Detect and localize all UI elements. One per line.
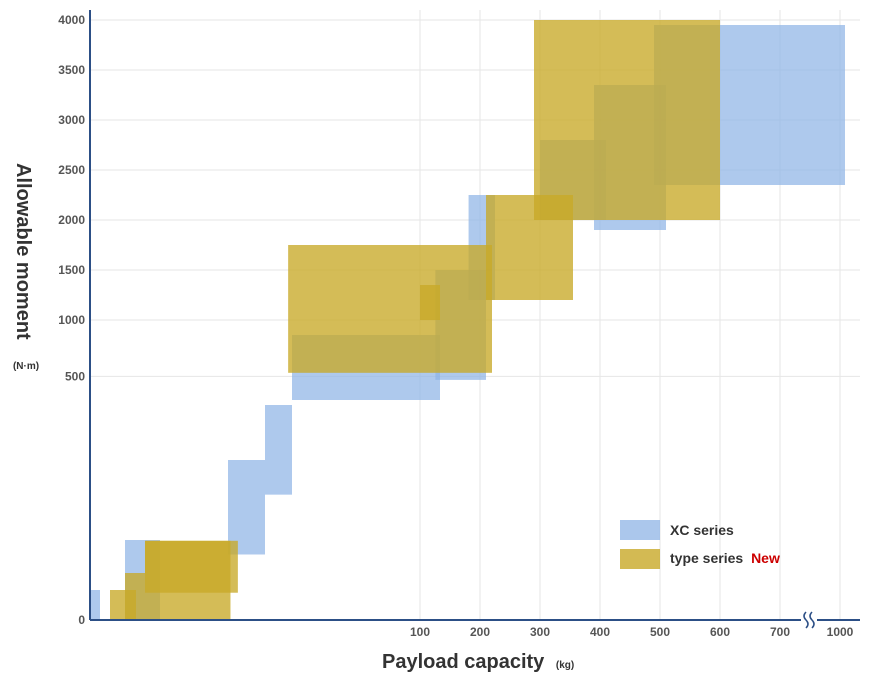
legend-swatch-xc: [620, 520, 660, 540]
y-tick-label: 4000: [58, 13, 85, 27]
y-tick-label: 3500: [58, 63, 85, 77]
x-tick-label: 600: [710, 625, 730, 639]
x-tick-label: 1000: [827, 625, 854, 639]
y-tick-label: 2000: [58, 213, 85, 227]
xc-series-area: [90, 590, 100, 620]
x-tick-label: 200: [470, 625, 490, 639]
y-axis-label: Allowable moment: [12, 163, 34, 340]
xc-series-area: [228, 460, 265, 555]
type-series-area: [145, 540, 238, 593]
legend-label-xc: XC series: [670, 522, 734, 538]
tick-labels: 0 500 1000 1500 2000 2500 3000 3500 4000 100 200 30…: [58, 13, 853, 639]
legend: XC series type series New: [620, 520, 780, 569]
legend-label-type-name: type series: [670, 550, 743, 566]
xc-series-area: [265, 405, 292, 495]
legend-swatch-type: [620, 549, 660, 569]
legend-label-type: type series New: [670, 550, 780, 566]
x-tick-label: 500: [650, 625, 670, 639]
type-series-area: [420, 285, 440, 320]
type-series-area: [534, 20, 720, 220]
y-tick-label: 1000: [58, 313, 85, 327]
y-tick-label: 0: [78, 613, 85, 627]
axes: [89, 10, 860, 629]
x-axis-label: Payload capacity: [382, 651, 545, 673]
type-series-area: [288, 245, 492, 373]
axis-break-mask: [801, 611, 817, 629]
y-axis-unit: (N·m): [13, 361, 39, 372]
axis-break-mark: [809, 611, 815, 629]
x-tick-label: 300: [530, 625, 550, 639]
y-tick-label: 2500: [58, 163, 85, 177]
x-tick-label: 700: [770, 625, 790, 639]
axis-break-mark: [803, 611, 809, 629]
type-series-area: [125, 573, 145, 620]
x-tick-label: 100: [410, 625, 430, 639]
y-tick-label: 500: [65, 369, 85, 383]
legend-new-badge: New: [751, 550, 780, 566]
y-tick-label: 1500: [58, 263, 85, 277]
y-tick-label: 3000: [58, 113, 85, 127]
x-tick-label: 400: [590, 625, 610, 639]
x-axis-title: Payload capacity (kg): [382, 651, 574, 673]
x-axis-unit: (kg): [556, 660, 574, 671]
series-areas: [90, 20, 845, 620]
